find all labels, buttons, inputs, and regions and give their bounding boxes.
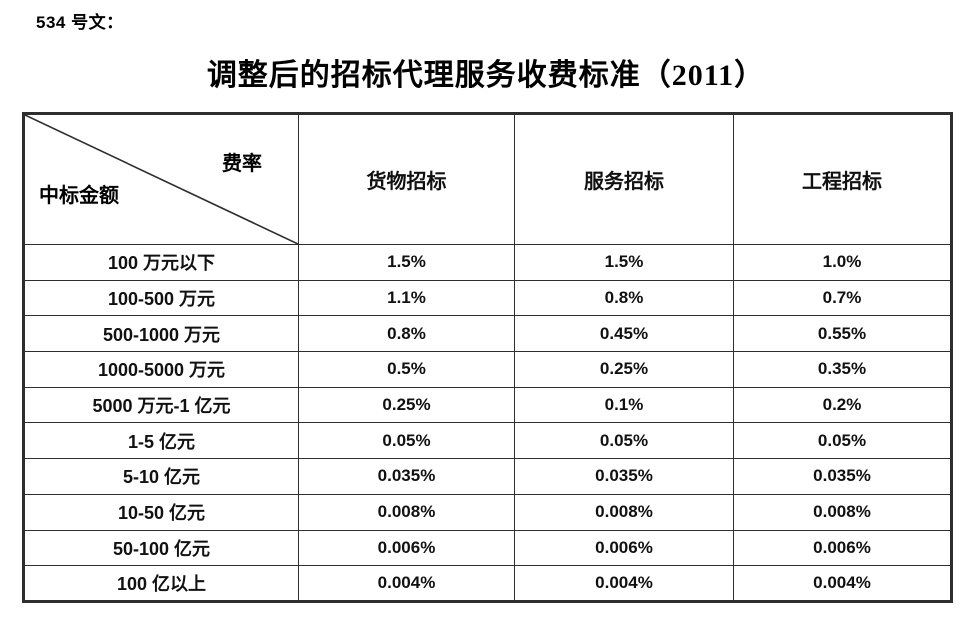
table-row: 1-5 亿元 0.05% 0.05% 0.05% bbox=[23, 422, 952, 460]
rate-cell: 0.006% bbox=[298, 529, 515, 567]
diagonal-divider-line bbox=[25, 115, 298, 244]
table-row: 5-10 亿元 0.035% 0.035% 0.035% bbox=[23, 458, 952, 495]
table-row: 100 亿以上 0.004% 0.004% 0.004% bbox=[23, 565, 952, 602]
rate-cell: 0.05% bbox=[298, 422, 515, 460]
rate-cell: 0.035% bbox=[298, 458, 515, 495]
rate-cell: 1.0% bbox=[733, 244, 952, 281]
rate-cell: 1.5% bbox=[514, 244, 734, 281]
row-label-amount: 5-10 亿元 bbox=[23, 458, 299, 495]
rate-cell: 0.35% bbox=[733, 351, 952, 388]
row-label-amount: 1000-5000 万元 bbox=[23, 351, 299, 388]
rate-cell: 0.006% bbox=[733, 529, 952, 567]
rate-cell: 0.05% bbox=[514, 422, 734, 460]
table-row: 100-500 万元 1.1% 0.8% 0.7% bbox=[23, 279, 952, 317]
column-header-engineering-tender: 工程招标 bbox=[733, 113, 952, 245]
rate-cell: 0.55% bbox=[733, 315, 952, 353]
rate-cell: 0.45% bbox=[514, 315, 734, 353]
table-row: 10-50 亿元 0.008% 0.008% 0.008% bbox=[23, 493, 952, 531]
rate-cell: 0.7% bbox=[733, 279, 952, 317]
rate-cell: 0.006% bbox=[514, 529, 734, 567]
table-row: 5000 万元-1 亿元 0.25% 0.1% 0.2% bbox=[23, 386, 952, 424]
rate-cell: 0.035% bbox=[514, 458, 734, 495]
row-label-amount: 100 亿以上 bbox=[23, 565, 299, 602]
row-label-amount: 10-50 亿元 bbox=[23, 493, 299, 531]
rate-cell: 0.035% bbox=[733, 458, 952, 495]
corner-label-rate: 费率 bbox=[222, 153, 262, 175]
rate-cell: 0.25% bbox=[298, 386, 515, 424]
fee-standard-table: 费率 中标金额 货物招标 服务招标 工程招标 100 万元以下 1.5% 1.5… bbox=[22, 112, 953, 603]
rate-cell: 1.5% bbox=[298, 244, 515, 281]
document-title: 调整后的招标代理服务收费标准（2011） bbox=[206, 59, 766, 92]
rate-cell: 0.008% bbox=[733, 493, 952, 531]
row-label-amount: 100-500 万元 bbox=[23, 279, 299, 317]
doc-number-label: 534 号文： bbox=[36, 13, 124, 32]
row-label-amount: 5000 万元-1 亿元 bbox=[23, 386, 299, 424]
rate-cell: 0.25% bbox=[514, 351, 734, 388]
rate-cell: 0.8% bbox=[298, 315, 515, 353]
row-label-amount: 100 万元以下 bbox=[23, 244, 299, 281]
table-row: 50-100 亿元 0.006% 0.006% 0.006% bbox=[23, 529, 952, 567]
rate-cell: 0.008% bbox=[298, 493, 515, 531]
column-header-goods-tender: 货物招标 bbox=[298, 113, 515, 245]
table-row: 500-1000 万元 0.8% 0.45% 0.55% bbox=[23, 315, 952, 353]
rate-cell: 1.1% bbox=[298, 279, 515, 317]
header-row: 费率 中标金额 货物招标 服务招标 工程招标 bbox=[23, 113, 952, 245]
row-label-amount: 1-5 亿元 bbox=[23, 422, 299, 460]
rate-cell: 0.05% bbox=[733, 422, 952, 460]
table-corner-cell: 费率 中标金额 bbox=[23, 113, 299, 245]
rate-cell: 0.004% bbox=[733, 565, 952, 602]
rate-cell: 0.008% bbox=[514, 493, 734, 531]
rate-cell: 0.004% bbox=[298, 565, 515, 602]
table-row: 100 万元以下 1.5% 1.5% 1.0% bbox=[23, 244, 952, 281]
rate-cell: 0.5% bbox=[298, 351, 515, 388]
rate-cell: 0.2% bbox=[733, 386, 952, 424]
row-label-amount: 50-100 亿元 bbox=[23, 529, 299, 567]
table-row: 1000-5000 万元 0.5% 0.25% 0.35% bbox=[23, 351, 952, 388]
row-label-amount: 500-1000 万元 bbox=[23, 315, 299, 353]
corner-label-amount: 中标金额 bbox=[39, 185, 119, 207]
rate-cell: 0.1% bbox=[514, 386, 734, 424]
rate-cell: 0.8% bbox=[514, 279, 734, 317]
column-header-service-tender: 服务招标 bbox=[514, 113, 734, 245]
rate-cell: 0.004% bbox=[514, 565, 734, 602]
